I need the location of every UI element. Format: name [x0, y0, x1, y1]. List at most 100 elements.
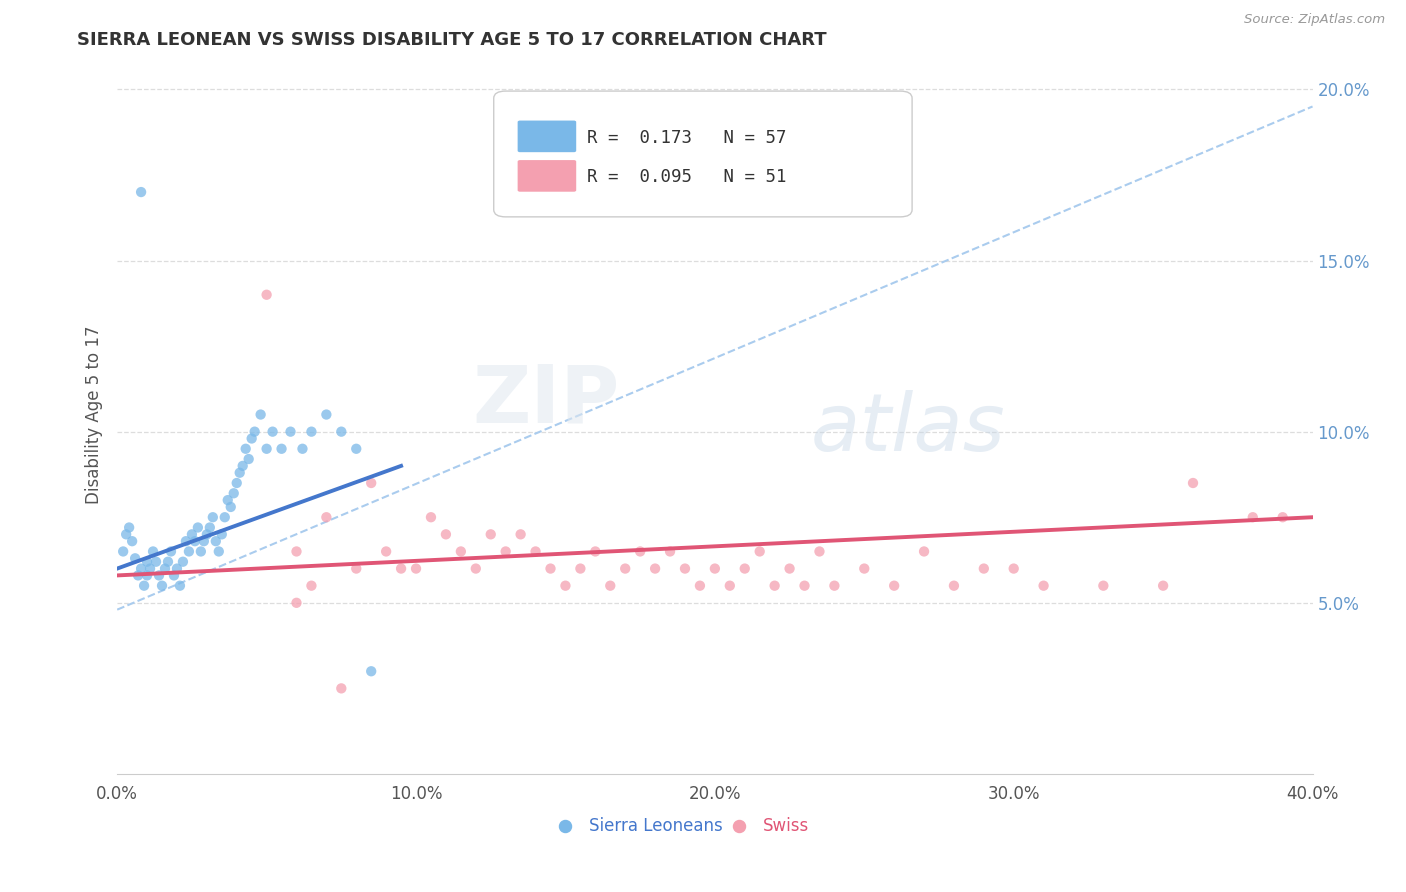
Point [748, 544, 770, 558]
Point [208, 544, 231, 558]
Point [1092, 579, 1115, 593]
Point [217, 493, 239, 508]
Point [524, 544, 547, 558]
Point [344, 561, 367, 575]
Point [628, 544, 651, 558]
Text: R =  0.095   N = 51: R = 0.095 N = 51 [586, 169, 786, 186]
Point [301, 425, 323, 439]
Point [479, 527, 502, 541]
Point [808, 544, 831, 558]
FancyBboxPatch shape [517, 120, 576, 153]
Point [163, 568, 186, 582]
Point [184, 534, 207, 549]
Point [228, 466, 250, 480]
Point [240, 432, 263, 446]
Point [389, 561, 412, 575]
Point [1271, 510, 1294, 524]
Point [569, 561, 592, 575]
Point [450, 544, 472, 558]
Point [136, 568, 159, 582]
Point [734, 561, 756, 575]
FancyBboxPatch shape [517, 160, 576, 192]
Point [883, 579, 905, 593]
Point [1002, 561, 1025, 575]
Point [129, 185, 152, 199]
Point [434, 527, 457, 541]
Point [703, 561, 725, 575]
Point [330, 681, 353, 696]
Point [153, 561, 176, 575]
Point [112, 544, 135, 558]
Point [973, 561, 995, 575]
Point [644, 561, 666, 575]
Point [121, 534, 143, 549]
Point [225, 475, 247, 490]
Point [211, 527, 233, 541]
Point [166, 561, 188, 575]
Point [779, 561, 801, 575]
Point [238, 452, 260, 467]
Point [280, 425, 302, 439]
Point [132, 579, 155, 593]
Point [232, 458, 254, 473]
Point [204, 534, 226, 549]
Text: ZIP: ZIP [472, 361, 619, 439]
Point [180, 527, 202, 541]
Point [249, 408, 271, 422]
Text: atlas: atlas [810, 390, 1005, 468]
Point [360, 475, 382, 490]
Point [124, 551, 146, 566]
Point [583, 544, 606, 558]
Point [1241, 510, 1264, 524]
FancyBboxPatch shape [494, 91, 912, 217]
Text: R =  0.173   N = 57: R = 0.173 N = 57 [586, 128, 786, 147]
Text: Source: ZipAtlas.com: Source: ZipAtlas.com [1244, 13, 1385, 27]
Point [193, 534, 215, 549]
Point [150, 579, 173, 593]
Point [136, 555, 159, 569]
Point [509, 527, 531, 541]
Point [129, 561, 152, 575]
Point [169, 579, 191, 593]
Point [198, 520, 221, 534]
Point [190, 544, 212, 558]
Point [160, 544, 183, 558]
Point [256, 287, 278, 301]
Point [1032, 579, 1054, 593]
Point [464, 561, 486, 575]
Text: SIERRA LEONEAN VS SWISS DISABILITY AGE 5 TO 17 CORRELATION CHART: SIERRA LEONEAN VS SWISS DISABILITY AGE 5… [77, 31, 827, 49]
Point [301, 579, 323, 593]
Point [174, 534, 197, 549]
Point [256, 442, 278, 456]
Point [793, 579, 815, 593]
Point [495, 544, 517, 558]
Point [285, 596, 308, 610]
Point [853, 561, 876, 575]
Point [148, 568, 170, 582]
Point [344, 442, 367, 456]
Point [177, 544, 200, 558]
Point [912, 544, 935, 558]
Point [360, 665, 382, 679]
Point [118, 520, 141, 534]
Point [285, 544, 308, 558]
Point [405, 561, 427, 575]
Point [270, 442, 292, 456]
Point [420, 510, 443, 524]
Point [599, 579, 621, 593]
Point [763, 579, 786, 593]
Point [172, 555, 194, 569]
Point [540, 561, 562, 575]
Point [262, 425, 284, 439]
Point [315, 408, 337, 422]
Point [1152, 579, 1174, 593]
Point [614, 561, 637, 575]
Point [718, 579, 741, 593]
Point [659, 544, 682, 558]
Point [214, 510, 236, 524]
Point [1182, 475, 1205, 490]
Point [127, 568, 149, 582]
Text: Swiss: Swiss [762, 817, 808, 835]
Point [187, 520, 209, 534]
Point [315, 510, 337, 524]
